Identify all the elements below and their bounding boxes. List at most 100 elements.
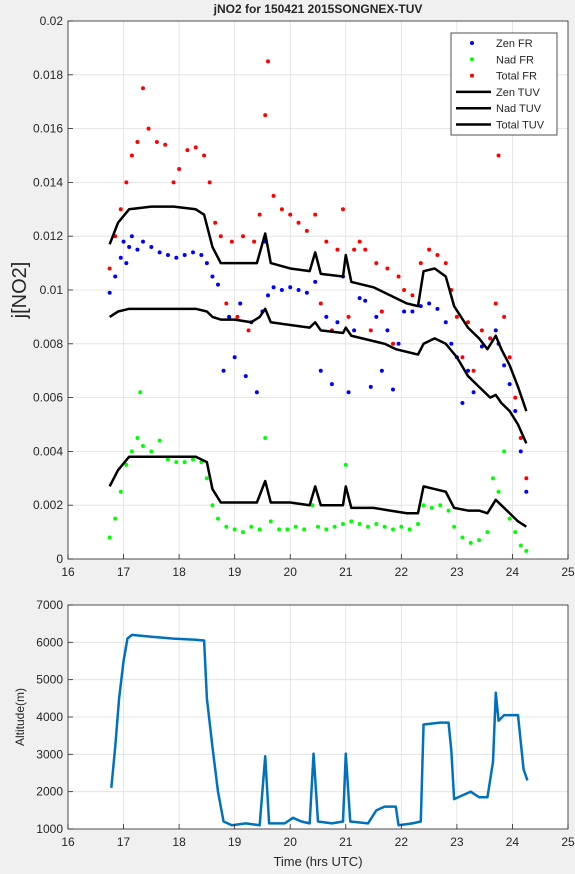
point-nad-fr: [129, 449, 134, 454]
point-nad-fr: [113, 516, 118, 521]
point-zen-fr: [221, 368, 226, 373]
altitude-data: [110, 633, 529, 827]
point-total-fr: [163, 142, 168, 147]
x-tick-label: 18: [172, 565, 186, 579]
point-nad-fr: [491, 476, 495, 481]
y-tick-label: 0.004: [33, 444, 63, 458]
y-tick-label: 4000: [36, 710, 63, 724]
y-tick-label: 7000: [36, 598, 63, 612]
point-nad-fr: [138, 390, 143, 395]
point-total-fr: [118, 207, 123, 212]
point-zen-fr: [524, 489, 529, 494]
y-tick-label: 6000: [36, 635, 63, 649]
point-total-fr: [346, 314, 351, 319]
x-tick-label: 25: [561, 835, 575, 849]
y-tick-label: 0.008: [33, 337, 63, 351]
point-total-fr: [418, 261, 423, 266]
point-nad-fr: [293, 524, 298, 529]
point-zen-fr: [410, 309, 415, 314]
point-zen-fr: [288, 285, 293, 290]
point-zen-fr: [166, 253, 170, 258]
jno2-y-axis-label: j[NO2]: [9, 262, 31, 320]
y-tick-label: 0.006: [33, 391, 63, 405]
point-zen-fr: [493, 328, 498, 333]
point-zen-fr: [357, 296, 362, 301]
line-zen-tuv: [108, 307, 528, 444]
legend-item-zen-tuv: Zen TUV: [456, 87, 540, 99]
point-total-fr: [266, 59, 270, 64]
point-total-fr: [202, 153, 207, 158]
point-nad-fr: [149, 449, 154, 454]
legend-label: Zen FR: [496, 38, 533, 50]
series-total-fr: [107, 59, 529, 481]
point-zen-fr: [518, 449, 523, 454]
point-total-fr: [466, 320, 470, 325]
point-nad-fr: [310, 503, 315, 508]
x-tick-label: 20: [284, 565, 298, 579]
point-zen-fr: [127, 244, 132, 249]
jno2-tick-labels: 16 17 18 19 20 21 22 23 24 25 0 0.002 0.004 0.006 0.00…: [33, 14, 575, 579]
x-tick-label: 24: [506, 835, 520, 849]
point-nad-fr: [107, 535, 112, 540]
point-total-fr: [224, 301, 229, 306]
legend-label: Nad FR: [496, 54, 534, 66]
point-zen-fr: [346, 390, 351, 395]
jno2-chart-title: jNO2 for 150421 2015SONGNEX-TUV: [213, 2, 423, 16]
point-zen-fr: [238, 301, 243, 306]
point-total-fr: [318, 301, 323, 306]
point-nad-fr: [174, 460, 179, 465]
point-nad-fr: [257, 527, 262, 532]
point-zen-fr: [507, 382, 512, 387]
series-altitude: [110, 633, 529, 827]
point-nad-fr: [277, 527, 282, 532]
point-total-fr: [518, 435, 523, 440]
point-total-fr: [479, 328, 484, 333]
point-zen-fr: [479, 344, 484, 349]
series-zen-tuv: [108, 307, 528, 444]
point-total-fr: [460, 355, 465, 360]
y-tick-label: 0.012: [33, 229, 63, 243]
point-zen-fr: [296, 288, 301, 292]
point-total-fr: [363, 247, 368, 252]
x-tick-label: 16: [61, 565, 75, 579]
point-total-fr: [257, 212, 262, 217]
point-nad-fr: [118, 489, 123, 494]
point-zen-fr: [199, 253, 204, 258]
point-zen-fr: [318, 368, 323, 373]
point-total-fr: [185, 148, 190, 153]
point-total-fr: [385, 266, 390, 271]
x-tick-label: 18: [172, 835, 186, 849]
point-zen-fr: [466, 368, 470, 373]
line-altitude: [110, 633, 529, 827]
point-zen-fr: [182, 253, 187, 258]
point-zen-fr: [216, 282, 220, 287]
point-zen-fr: [374, 314, 379, 319]
point-zen-fr: [210, 274, 215, 279]
x-tick-label: 21: [339, 565, 353, 579]
point-zen-fr: [471, 390, 476, 395]
point-total-fr: [443, 261, 448, 266]
point-zen-fr: [174, 255, 179, 260]
point-total-fr: [271, 193, 276, 198]
y-tick-label: 5000: [36, 673, 63, 687]
point-nad-fr: [216, 516, 220, 521]
point-total-fr: [229, 239, 234, 244]
point-nad-fr: [421, 503, 426, 508]
y-tick-label: 0.01: [40, 283, 64, 297]
point-total-fr: [341, 207, 345, 212]
point-nad-fr: [224, 524, 229, 529]
point-nad-fr: [357, 522, 362, 527]
y-tick-label: 0.014: [33, 175, 63, 189]
point-total-fr: [288, 212, 293, 217]
point-total-fr: [146, 126, 151, 131]
x-tick-label: 25: [561, 565, 575, 579]
point-total-fr: [129, 153, 134, 158]
point-zen-fr: [129, 234, 134, 239]
point-total-fr: [124, 180, 129, 185]
point-total-fr: [135, 140, 140, 145]
jno2-legend: Zen FR Nad FR Total FR Zen TUV Nad TUV Total …: [450, 32, 558, 136]
point-nad-fr: [302, 527, 307, 532]
point-nad-fr: [182, 460, 187, 465]
point-nad-fr: [324, 527, 329, 532]
point-zen-fr: [427, 301, 432, 306]
